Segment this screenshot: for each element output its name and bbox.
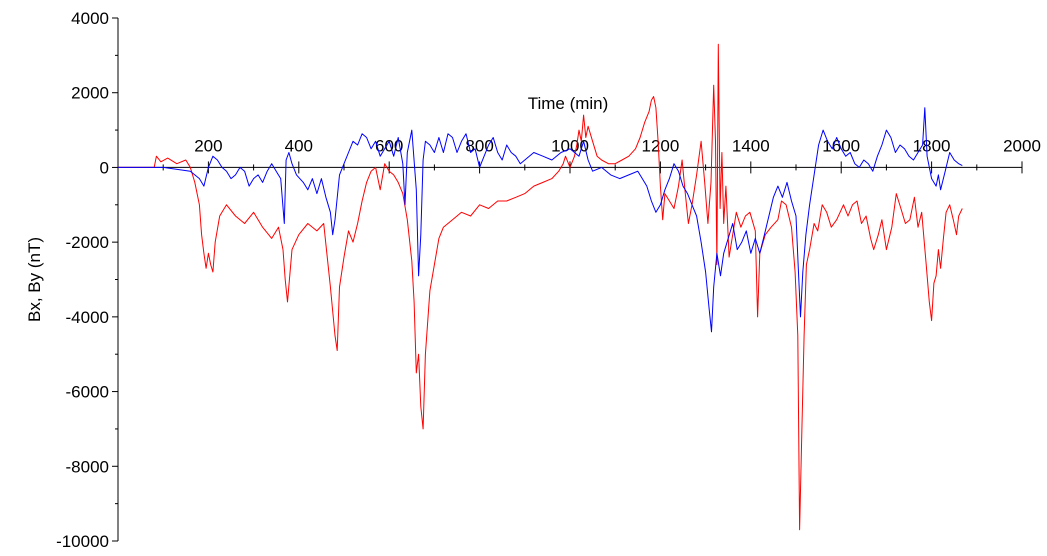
x-tick-label: 1800 — [913, 136, 951, 155]
x-tick-label: 1400 — [732, 136, 770, 155]
x-tick-label: 1000 — [551, 136, 589, 155]
y-tick-label: 0 — [100, 158, 109, 177]
x-tick-label: 400 — [285, 136, 313, 155]
x-axis-title: Time (min) — [528, 94, 609, 113]
series-layer — [118, 43, 963, 531]
series-line-1 — [118, 43, 963, 531]
x-tick-label: 800 — [465, 136, 493, 155]
y-tick-label: -6000 — [66, 383, 109, 402]
y-tick-label: -8000 — [66, 457, 109, 476]
y-tick-label: 4000 — [71, 9, 109, 28]
y-axis: 4000 2000 0 -2000 -4000 -6000 -8000 -10000 — [56, 9, 119, 551]
y-tick-label: -10000 — [56, 532, 109, 551]
y-tick-label: -2000 — [66, 233, 109, 252]
y-axis-title: Bx, By (nT) — [25, 237, 44, 322]
series-line-2 — [118, 107, 963, 333]
x-tick-label: 600 — [375, 136, 403, 155]
y-tick-label: 2000 — [71, 84, 109, 103]
x-tick-label: 1200 — [641, 136, 679, 155]
y-tick-label: -4000 — [66, 308, 109, 327]
x-tick-label: 200 — [194, 136, 222, 155]
x-tick-label: 1600 — [822, 136, 860, 155]
x-tick-label: 2000 — [1003, 136, 1041, 155]
